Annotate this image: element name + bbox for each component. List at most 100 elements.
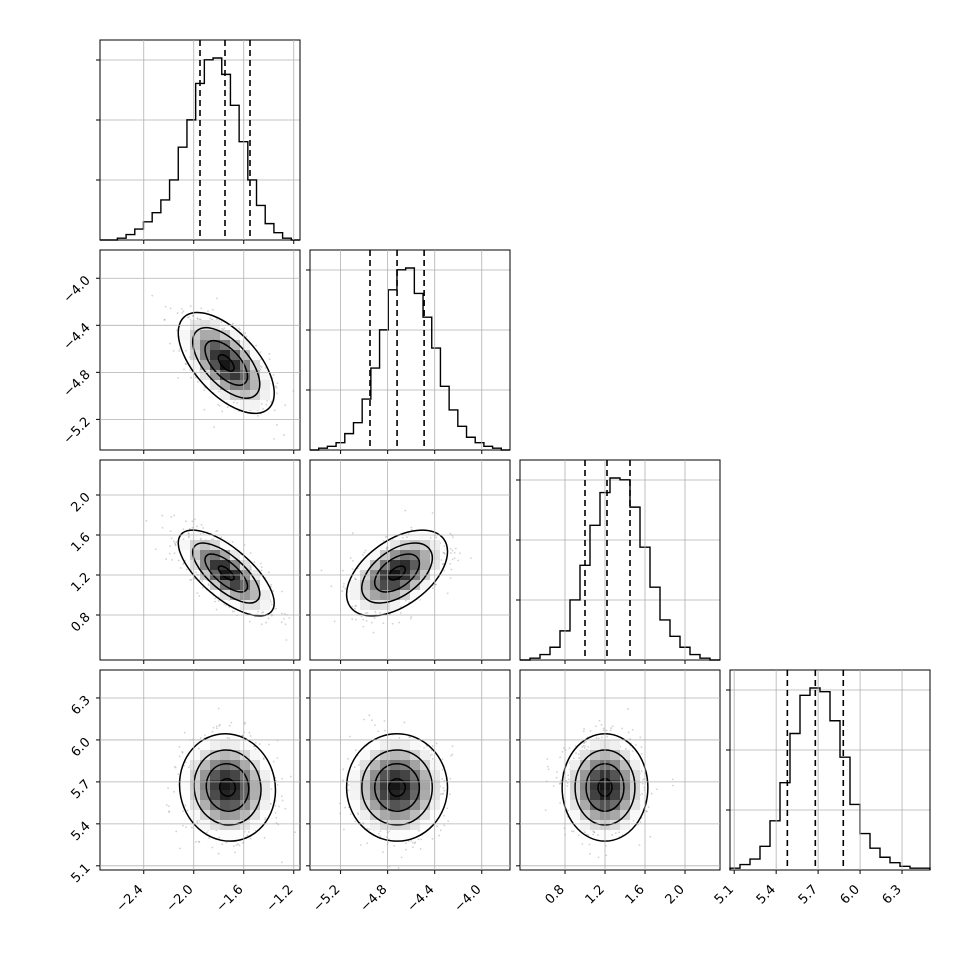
scatter-point: [169, 545, 172, 548]
scatter-point: [184, 362, 187, 365]
scatter-point: [215, 530, 218, 533]
density-cell: [410, 810, 420, 820]
contour-level-2: [205, 763, 250, 812]
density-cell: [610, 750, 620, 760]
density-cell: [420, 580, 430, 590]
scatter-point: [411, 846, 414, 849]
scatter-point: [274, 812, 277, 814]
histogram-panel-2: [516, 459, 721, 661]
scatter-point: [639, 821, 642, 823]
scatter-point: [430, 749, 433, 752]
scatter-point: [275, 607, 277, 610]
scatter-point: [555, 776, 558, 779]
density-cell: [210, 760, 220, 770]
scatter-point: [439, 829, 442, 832]
x-tick-label: 5.4: [754, 882, 779, 907]
scatter-point: [284, 807, 287, 810]
scatter-point: [270, 583, 272, 586]
density-cell: [250, 750, 260, 760]
scatter-point: [211, 308, 214, 311]
density-cell: [580, 790, 590, 800]
scatter-point: [241, 734, 244, 737]
scatter-point: [238, 844, 241, 847]
scatter-point: [272, 589, 275, 592]
density-cell: [260, 590, 270, 600]
y-tick-label: 2.0: [68, 490, 93, 515]
scatter-point: [349, 813, 352, 816]
scatter-point: [163, 318, 166, 321]
density-cell: [360, 780, 370, 790]
scatter-point: [154, 548, 157, 551]
panel-frame: [309, 459, 511, 661]
scatter-point: [213, 426, 215, 429]
scatter-point: [355, 604, 358, 607]
panel-frame: [519, 459, 721, 661]
panel-background: [520, 460, 720, 660]
histogram-step-0: [100, 57, 300, 241]
density-cell: [250, 590, 260, 600]
scatter-point: [583, 747, 586, 749]
density-panel-2-3: [519, 669, 721, 871]
density-cell: [580, 780, 590, 790]
density-cell: [210, 780, 220, 790]
density-cell: [180, 780, 190, 790]
scatter-point: [187, 536, 190, 539]
scatter-point: [174, 543, 177, 546]
density-cell: [190, 330, 200, 340]
scatter-point: [161, 514, 164, 517]
density-cell: [190, 750, 200, 760]
density-cell: [400, 800, 410, 810]
density-cell: [230, 600, 240, 610]
histogram-panel-0: [96, 39, 301, 241]
scatter-point: [589, 730, 592, 732]
density-cell: [420, 750, 430, 760]
contour-level-3: [388, 777, 407, 797]
scatter-point: [610, 727, 612, 729]
density-cell: [250, 600, 260, 610]
scatter-point: [237, 843, 239, 845]
scatter-point: [363, 551, 366, 554]
scatter-point: [453, 557, 456, 560]
scatter-point: [618, 831, 620, 834]
scatter-point: [275, 386, 278, 389]
scatter-point: [248, 831, 250, 833]
scatter-point: [583, 741, 586, 744]
density-cell: [220, 370, 230, 380]
scatter-point: [450, 754, 453, 757]
scatter-point: [206, 831, 208, 834]
density-cell: [240, 600, 250, 610]
scatter-point: [246, 834, 249, 837]
scatter-point: [408, 736, 411, 739]
scatter-point: [643, 778, 645, 780]
density-cell: [380, 760, 390, 770]
density-cell: [240, 580, 250, 590]
contour-level-3: [388, 565, 407, 581]
scatter-point: [182, 528, 185, 531]
scatter-point: [262, 757, 265, 760]
scatter-point: [228, 737, 231, 740]
scatter-point: [218, 404, 221, 407]
scatter-point: [443, 779, 446, 782]
scatter-point: [442, 562, 445, 565]
density-cell: [570, 810, 580, 820]
scatter-point: [185, 349, 187, 352]
scatter-point: [215, 318, 218, 320]
panel-background: [310, 250, 510, 450]
scatter-point: [260, 402, 263, 405]
scatter-point: [289, 775, 292, 778]
density-cell: [370, 560, 380, 570]
density-cell: [380, 550, 390, 560]
density-cell: [390, 830, 400, 840]
density-cell: [220, 770, 230, 780]
scatter-point: [175, 830, 178, 833]
scatter-point: [451, 753, 454, 756]
contour-level-0: [178, 733, 277, 842]
density-cell: [570, 800, 580, 810]
scatter-point: [203, 734, 206, 737]
scatter-point: [188, 532, 190, 535]
scatter-point: [593, 831, 596, 834]
histogram-panel-3: [726, 669, 931, 871]
scatter-point: [611, 834, 614, 836]
scatter-point: [606, 735, 608, 738]
scatter-point: [581, 746, 584, 748]
